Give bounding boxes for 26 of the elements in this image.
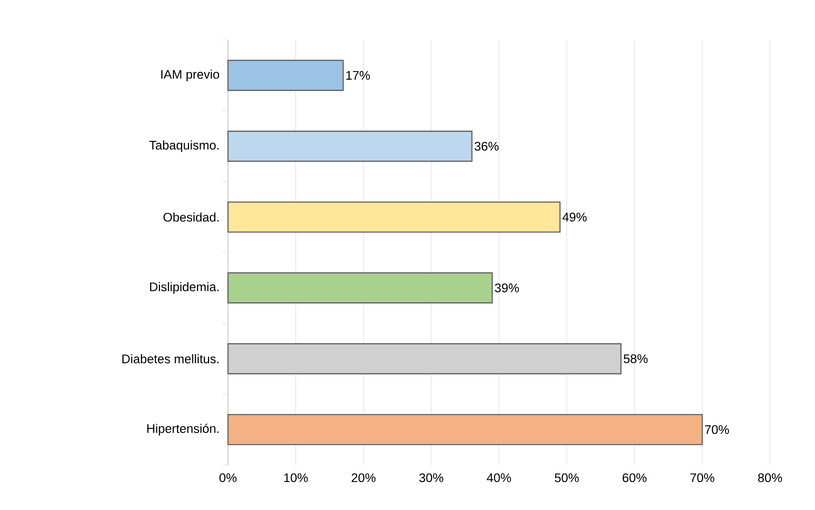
bar	[227, 414, 703, 446]
data-label: 36%	[474, 142, 499, 151]
y-tick-label: Hipertensión.	[147, 424, 219, 436]
data-label: 58%	[624, 354, 648, 364]
y-tick-label: Diabetes mellitus.	[122, 354, 218, 364]
data-label: 17%	[346, 71, 370, 80]
y-tick-label: Dislipidemia.	[150, 282, 219, 294]
bar	[227, 272, 493, 304]
x-tick-label: 40%	[486, 473, 512, 482]
bar	[227, 201, 561, 233]
bar	[227, 130, 473, 162]
x-tick-label: 50%	[554, 473, 579, 482]
x-tick-label: 10%	[284, 473, 308, 482]
bar	[227, 60, 344, 92]
data-label: 70%	[705, 425, 729, 434]
data-label: 39%	[494, 284, 519, 292]
y-tick-label: Tabaquismo.	[149, 140, 219, 152]
x-tick-label: 30%	[419, 473, 444, 482]
x-tick-label: 60%	[622, 473, 647, 482]
data-label: 49%	[562, 212, 587, 222]
x-tick-label: 20%	[352, 473, 376, 482]
y-tick-label: Obesidad.	[163, 212, 219, 222]
x-tick-label: 80%	[758, 473, 782, 482]
x-tick-label: 70%	[690, 473, 714, 482]
x-tick-label: 0%	[219, 473, 237, 482]
y-tick-label: IAM previo	[161, 70, 220, 82]
